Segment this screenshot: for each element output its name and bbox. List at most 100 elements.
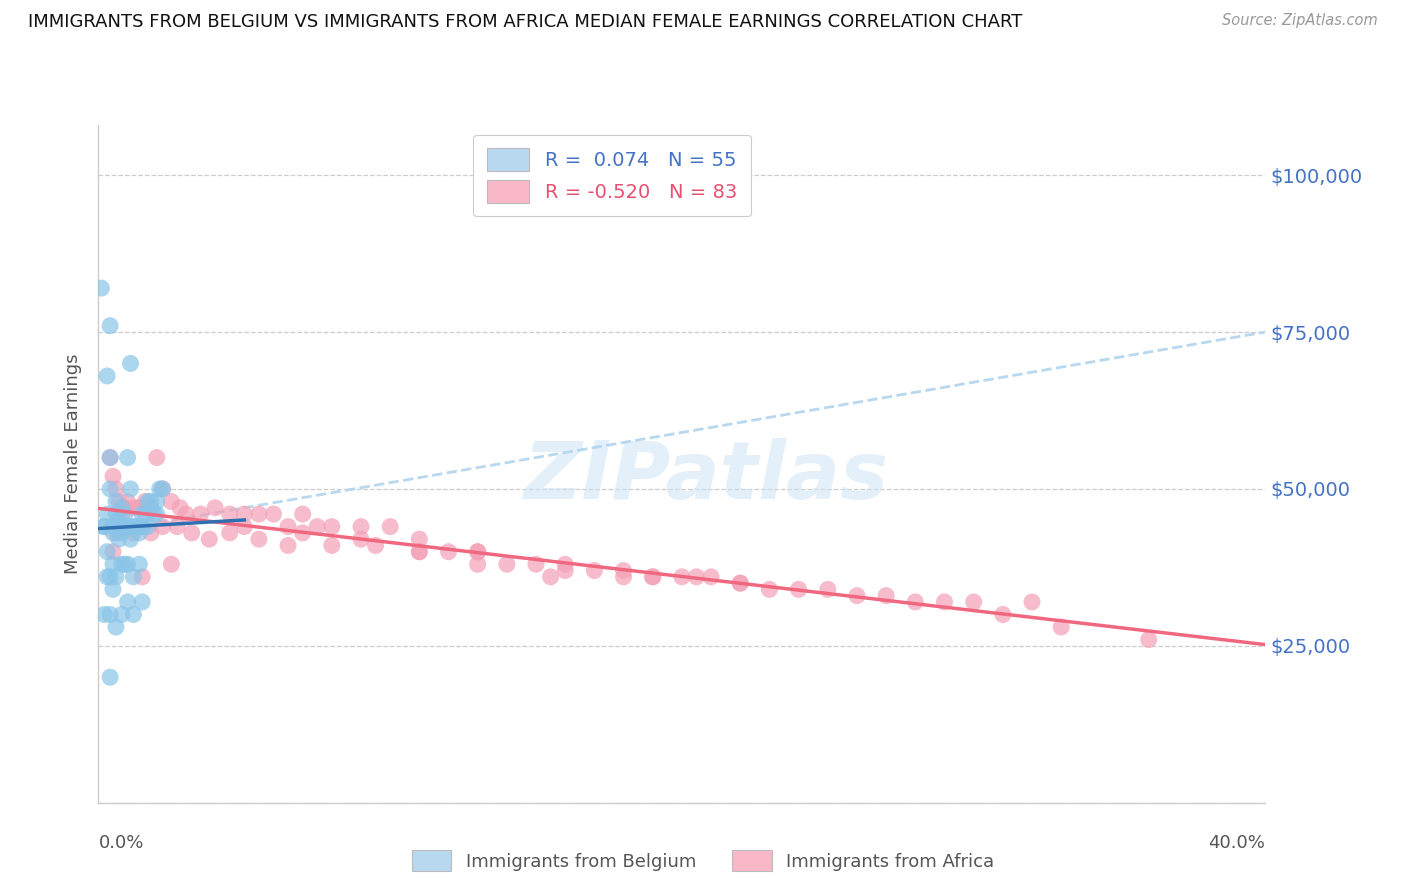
Point [408,545,430,559]
Point [108,494,131,508]
Point [104,620,127,634]
Point [408,532,430,546]
Point [98,450,121,465]
Point [111,525,134,540]
Point [125,519,148,533]
Point [120,482,142,496]
Point [128,500,150,515]
Point [128,558,150,572]
Point [98,570,121,584]
Text: 0.0%: 0.0% [98,834,143,852]
Point [120,532,142,546]
Point [350,532,373,546]
Point [117,519,139,533]
Point [321,519,343,533]
Point [495,558,517,572]
Point [104,525,127,540]
Point [554,564,576,578]
Point [350,519,373,533]
Point [728,576,751,591]
Point [321,538,343,552]
Point [139,494,162,508]
Point [152,519,174,533]
Point [277,519,299,533]
Text: 40.0%: 40.0% [1209,834,1265,852]
Point [104,494,127,508]
Point [554,558,576,572]
Point [991,607,1014,622]
Point [160,494,183,508]
Point [934,595,956,609]
Point [467,545,489,559]
Legend: Immigrants from Belgium, Immigrants from Africa: Immigrants from Belgium, Immigrants from… [405,843,1001,879]
Point [641,570,664,584]
Point [437,545,460,559]
Point [114,500,136,515]
Point [166,519,188,533]
Point [111,607,134,622]
Point [98,482,121,496]
Point [101,545,124,559]
Point [90,281,112,295]
Point [131,595,153,609]
Point [104,570,127,584]
Point [117,558,139,572]
Point [114,507,136,521]
Point [122,570,145,584]
Text: IMMIGRANTS FROM BELGIUM VS IMMIGRANTS FROM AFRICA MEDIAN FEMALE EARNINGS CORRELA: IMMIGRANTS FROM BELGIUM VS IMMIGRANTS FR… [28,13,1022,31]
Point [190,507,212,521]
Point [128,525,150,540]
Point [233,519,256,533]
Point [120,519,142,533]
Point [277,538,299,552]
Text: ZIPatlas: ZIPatlas [523,438,887,516]
Point [117,595,139,609]
Point [146,494,169,508]
Point [96,507,118,521]
Point [180,525,202,540]
Point [218,507,240,521]
Point [131,507,153,521]
Point [875,589,897,603]
Point [291,525,314,540]
Point [583,564,606,578]
Point [204,500,226,515]
Point [101,558,124,572]
Point [104,482,127,496]
Point [108,519,131,533]
Point [612,570,634,584]
Point [641,570,664,584]
Point [149,482,172,496]
Point [111,519,134,533]
Point [96,570,118,584]
Point [758,582,780,597]
Point [108,532,131,546]
Point [134,494,156,508]
Point [122,500,145,515]
Point [120,356,142,370]
Point [101,469,124,483]
Point [93,519,115,533]
Point [136,494,159,508]
Point [146,507,169,521]
Point [134,507,156,521]
Point [198,532,221,546]
Point [307,519,329,533]
Point [174,507,197,521]
Point [96,545,118,559]
Point [114,519,136,533]
Point [408,545,430,559]
Point [1050,620,1073,634]
Point [131,570,153,584]
Point [291,507,314,521]
Point [131,519,153,533]
Point [467,545,489,559]
Text: Source: ZipAtlas.com: Source: ZipAtlas.com [1222,13,1378,29]
Y-axis label: Median Female Earnings: Median Female Earnings [65,353,83,574]
Point [524,558,547,572]
Point [787,582,810,597]
Point [139,525,162,540]
Point [160,558,183,572]
Point [845,589,868,603]
Point [114,558,136,572]
